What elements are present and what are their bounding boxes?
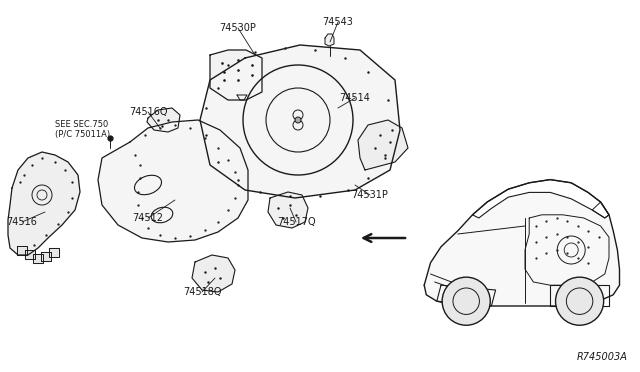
Polygon shape bbox=[210, 50, 262, 100]
Text: 74517Q: 74517Q bbox=[276, 217, 316, 227]
Polygon shape bbox=[424, 180, 620, 306]
Polygon shape bbox=[325, 34, 334, 46]
Text: 74530P: 74530P bbox=[220, 23, 257, 33]
Text: 74514: 74514 bbox=[340, 93, 371, 103]
Polygon shape bbox=[192, 255, 235, 292]
Polygon shape bbox=[268, 192, 308, 228]
Text: SEE SEC.750
(P/C 75011A): SEE SEC.750 (P/C 75011A) bbox=[55, 120, 110, 140]
Circle shape bbox=[295, 117, 301, 123]
Polygon shape bbox=[8, 152, 80, 255]
Text: 74516Q: 74516Q bbox=[129, 107, 167, 117]
Polygon shape bbox=[358, 120, 408, 170]
Text: 74543: 74543 bbox=[323, 17, 353, 27]
Circle shape bbox=[556, 277, 604, 325]
Polygon shape bbox=[41, 252, 51, 261]
Text: 74516: 74516 bbox=[6, 217, 37, 227]
Polygon shape bbox=[200, 45, 400, 198]
Polygon shape bbox=[98, 120, 248, 242]
Text: 74518Q: 74518Q bbox=[183, 287, 221, 297]
Polygon shape bbox=[472, 180, 609, 218]
Polygon shape bbox=[33, 254, 43, 263]
Text: 74512: 74512 bbox=[132, 213, 163, 223]
Polygon shape bbox=[49, 248, 59, 257]
Polygon shape bbox=[147, 108, 180, 132]
Text: 74531P: 74531P bbox=[351, 190, 388, 200]
Polygon shape bbox=[25, 250, 35, 259]
Circle shape bbox=[442, 277, 490, 325]
Polygon shape bbox=[17, 246, 27, 255]
Text: R745003A: R745003A bbox=[577, 352, 628, 362]
